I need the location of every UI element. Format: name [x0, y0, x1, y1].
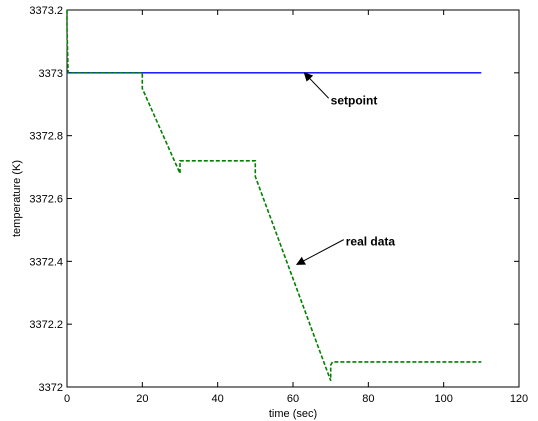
y-tick-label: 3372.4: [29, 256, 63, 268]
annotation-arrow-real-data: [295, 239, 344, 265]
x-tick-label: 0: [64, 393, 70, 405]
y-tick-label: 3372.6: [29, 194, 63, 206]
x-axis-label: time (sec): [269, 408, 317, 420]
plot-area: 0 20 40 60 80 100 120 3372 3372.2 3372.4 3372.6 337…: [29, 5, 528, 405]
x-tick-label: 20: [136, 393, 148, 405]
y-axis-label: temperature (K): [11, 160, 23, 237]
x-tick-label: 100: [434, 393, 452, 405]
y-tick-label: 3372: [39, 382, 63, 394]
plot-frame: [66, 9, 520, 388]
annotation-label-real-data: real data: [346, 235, 396, 249]
x-tick-label: 60: [287, 393, 299, 405]
series-real-data-line: [66, 10, 482, 381]
x-tick-label: 80: [362, 393, 374, 405]
annotation-label-setpoint: setpoint: [331, 93, 378, 107]
y-tick-label: 3372.2: [29, 319, 63, 331]
y-tick-label: 3373: [39, 68, 63, 80]
x-tick-label: 120: [510, 393, 528, 405]
y-tick-label: 3372.8: [29, 131, 63, 143]
annotation-arrow-setpoint: [303, 72, 330, 99]
y-tick-label: 3373.2: [29, 5, 63, 17]
x-tick-label: 40: [212, 393, 224, 405]
